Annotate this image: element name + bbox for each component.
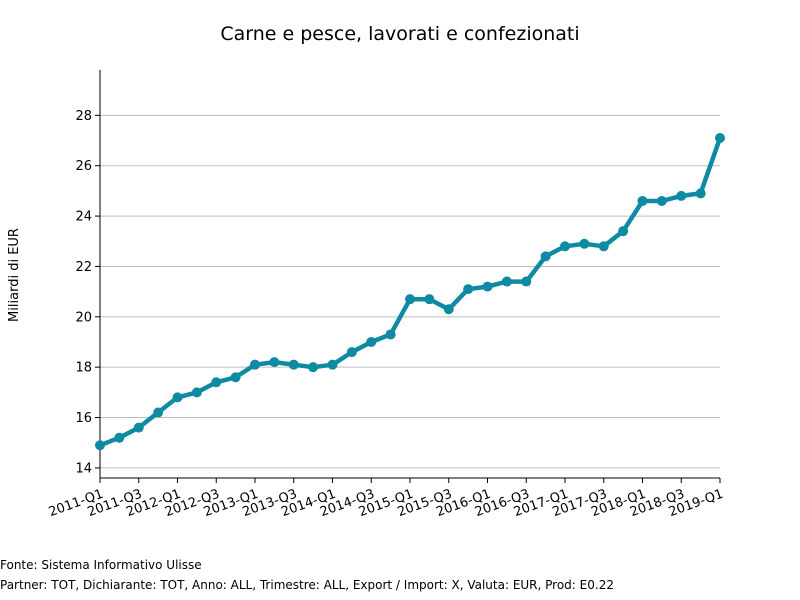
data-point[interactable] — [560, 241, 570, 252]
grid-lines — [100, 114, 720, 469]
data-point[interactable] — [656, 195, 667, 206]
data-point[interactable] — [133, 422, 144, 433]
data-point[interactable] — [618, 226, 629, 237]
data-point[interactable] — [676, 190, 687, 201]
data-point[interactable] — [250, 359, 260, 370]
chart-title: Carne e pesce, lavorati e confezionati — [220, 23, 579, 45]
data-point[interactable] — [172, 392, 183, 403]
data-point[interactable] — [501, 276, 512, 287]
data-point[interactable] — [598, 241, 609, 252]
data-point[interactable] — [579, 238, 590, 249]
data-point[interactable] — [521, 276, 532, 287]
data-point[interactable] — [443, 304, 454, 315]
data-point[interactable] — [385, 329, 396, 340]
data-point[interactable] — [269, 357, 280, 368]
y-tick-label: 20 — [75, 310, 92, 325]
data-point[interactable] — [230, 372, 241, 383]
data-point[interactable] — [482, 281, 493, 292]
y-tick-label: 14 — [75, 461, 92, 476]
y-axis-label: Miliardi di EUR — [7, 228, 22, 322]
data-point[interactable] — [327, 359, 338, 370]
y-tick-label: 18 — [75, 361, 92, 376]
data-point[interactable] — [95, 440, 105, 451]
data-point[interactable] — [114, 432, 125, 443]
data-point[interactable] — [191, 387, 202, 398]
y-tick-label: 26 — [75, 159, 92, 174]
data-point[interactable] — [211, 377, 222, 388]
y-tick-label: 16 — [75, 411, 92, 426]
series-line — [97, 135, 723, 448]
y-tick-label: 24 — [75, 210, 92, 225]
axes — [95, 70, 721, 483]
data-point[interactable] — [715, 133, 725, 143]
data-point[interactable] — [153, 407, 164, 418]
data-point[interactable] — [288, 359, 299, 370]
data-point[interactable] — [366, 337, 377, 347]
data-point[interactable] — [637, 195, 648, 206]
data-point[interactable] — [540, 251, 551, 262]
series-layer — [95, 133, 725, 451]
data-point[interactable] — [308, 362, 319, 373]
data-point[interactable] — [405, 294, 415, 305]
data-point[interactable] — [695, 188, 706, 199]
y-tick-label: 22 — [75, 260, 92, 275]
tick-labels: 14161820222426282011-Q12011-Q32012-Q1201… — [47, 109, 725, 520]
data-point[interactable] — [424, 294, 435, 305]
filter-details: Partner: TOT, Dichiarante: TOT, Anno: AL… — [0, 578, 614, 592]
data-point[interactable] — [346, 347, 357, 358]
data-point[interactable] — [463, 284, 474, 295]
source-note: Fonte: Sistema Informativo Ulisse — [0, 558, 202, 572]
y-tick-label: 28 — [75, 109, 92, 124]
